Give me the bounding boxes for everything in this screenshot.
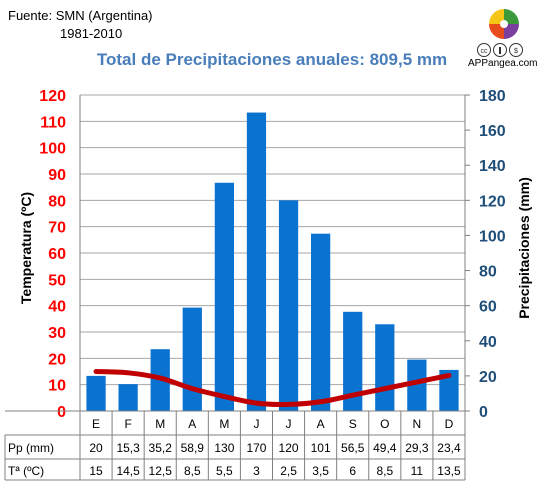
precip-value: 170 bbox=[246, 441, 266, 455]
precip-value: 58,9 bbox=[181, 441, 205, 455]
precip-bar bbox=[182, 307, 202, 411]
precip-bar bbox=[439, 369, 459, 411]
right-tick-label: 40 bbox=[479, 334, 497, 351]
svg-text:cc: cc bbox=[481, 48, 489, 55]
chart-title: Total de Precipitaciones anuales: 809,5 … bbox=[96, 50, 448, 69]
precip-bar bbox=[118, 384, 138, 411]
precip-bar bbox=[375, 324, 395, 411]
month-label: N bbox=[413, 417, 422, 431]
right-tick-label: 120 bbox=[479, 193, 506, 210]
temp-value: 2,5 bbox=[280, 464, 297, 478]
precip-value: 56,5 bbox=[341, 441, 365, 455]
precip-value: 29,3 bbox=[405, 441, 429, 455]
right-tick-label: 0 bbox=[479, 404, 488, 421]
right-tick-label: 60 bbox=[479, 299, 497, 316]
right-tick-label: 160 bbox=[479, 123, 506, 140]
left-tick-label: 30 bbox=[48, 325, 66, 342]
temp-value: 3,5 bbox=[312, 464, 329, 478]
right-tick-label: 80 bbox=[479, 264, 497, 281]
precip-bar bbox=[214, 182, 234, 411]
left-tick-label: 100 bbox=[39, 141, 66, 158]
precip-value: 15,3 bbox=[116, 441, 140, 455]
left-tick-label: 70 bbox=[48, 220, 66, 237]
left-tick-label: 50 bbox=[48, 272, 66, 289]
brand-name: APPangea.com bbox=[468, 58, 538, 69]
svg-text:$: $ bbox=[514, 48, 518, 55]
month-label: J bbox=[253, 417, 259, 431]
precip-value: 130 bbox=[214, 441, 234, 455]
temp-value: 15 bbox=[89, 464, 103, 478]
precip-value: 101 bbox=[311, 441, 331, 455]
month-label: J bbox=[286, 417, 292, 431]
temp-value: 3 bbox=[253, 464, 260, 478]
month-label: S bbox=[349, 417, 357, 431]
precip-bar bbox=[343, 311, 363, 411]
precip-value: 120 bbox=[279, 441, 299, 455]
left-tick-label: 40 bbox=[48, 299, 66, 316]
precip-value: 23,4 bbox=[437, 441, 461, 455]
temp-value: 11 bbox=[411, 464, 424, 478]
temp-value: 13,5 bbox=[437, 464, 461, 478]
right-tick-label: 100 bbox=[479, 228, 506, 245]
right-tick-label: 180 bbox=[479, 88, 506, 105]
left-tick-label: 20 bbox=[48, 351, 66, 368]
month-label: M bbox=[155, 417, 165, 431]
temperature-line bbox=[93, 369, 452, 407]
temp-value: 5,5 bbox=[216, 464, 233, 478]
temp-value: 14,5 bbox=[116, 464, 140, 478]
table-row-label-precip: Pp (mm) bbox=[8, 441, 54, 455]
left-tick-label: 10 bbox=[48, 378, 66, 395]
puzzle-globe-logo-icon bbox=[489, 9, 519, 39]
month-label: E bbox=[92, 417, 100, 431]
left-tick-label: 80 bbox=[48, 193, 66, 210]
right-tick-label: 20 bbox=[479, 369, 497, 386]
right-tick-label: 140 bbox=[479, 158, 506, 175]
month-label: A bbox=[317, 417, 325, 431]
left-tick-label: 0 bbox=[57, 404, 66, 421]
precip-bar bbox=[407, 359, 427, 411]
temp-value: 12,5 bbox=[149, 464, 173, 478]
left-tick-label: 90 bbox=[48, 167, 66, 184]
left-tick-label: 110 bbox=[40, 114, 66, 131]
month-label: M bbox=[219, 417, 229, 431]
month-label: D bbox=[445, 417, 454, 431]
source-line-1: Fuente: SMN (Argentina) bbox=[8, 8, 153, 23]
temp-value: 6 bbox=[349, 464, 356, 478]
month-label: O bbox=[380, 417, 389, 431]
precip-value: 49,4 bbox=[373, 441, 397, 455]
temp-value: 8,5 bbox=[376, 464, 393, 478]
left-tick-label: 120 bbox=[39, 88, 66, 105]
temp-value: 8,5 bbox=[184, 464, 201, 478]
table-row-label-temp: Tª (ºC) bbox=[8, 464, 44, 478]
month-label: A bbox=[188, 417, 196, 431]
precip-bar bbox=[278, 200, 299, 411]
left-tick-label: 60 bbox=[48, 246, 66, 263]
month-label: F bbox=[124, 417, 131, 431]
precip-value: 35,2 bbox=[149, 441, 173, 455]
precip-bar bbox=[311, 233, 331, 411]
source-line-2: 1981-2010 bbox=[60, 26, 123, 41]
creative-commons-icons: cc $ bbox=[477, 43, 523, 57]
precip-value: 20 bbox=[89, 441, 103, 455]
precip-bar bbox=[86, 375, 106, 411]
precip-bar bbox=[246, 112, 267, 412]
